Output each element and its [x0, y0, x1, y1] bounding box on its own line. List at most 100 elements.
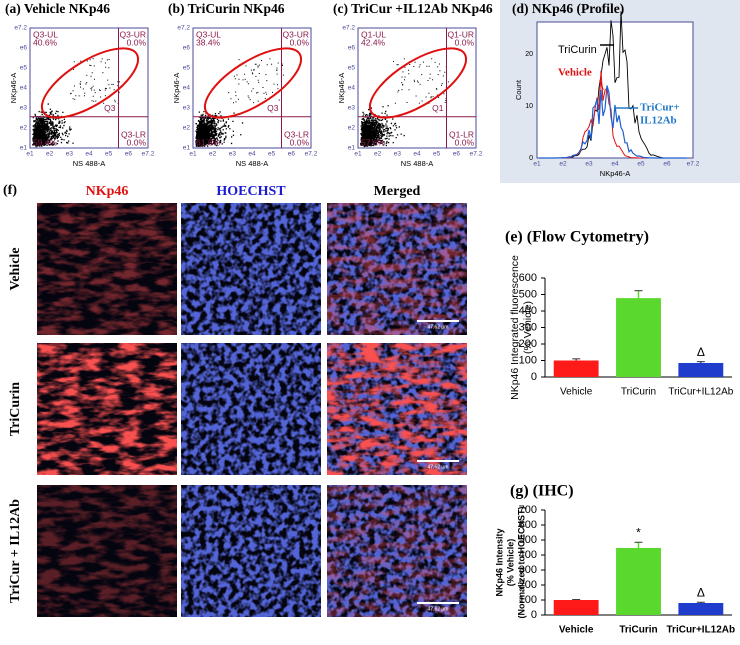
dot-cloud: [32, 58, 121, 148]
gate-ellipse: [203, 47, 303, 119]
x-tick-label: e5: [105, 151, 113, 158]
x-tick-label: e1: [533, 161, 541, 168]
dot-cloud: [360, 58, 449, 148]
x-tick-label: e2: [559, 161, 567, 168]
y-axis-label: NKp46-A: [172, 73, 181, 103]
x-tick-label: e2: [209, 151, 217, 158]
chart-title: (e) (Flow Cytometry): [505, 229, 649, 246]
x-tick-label: e2: [46, 151, 54, 158]
quadrant-label: 0.0%: [290, 37, 310, 47]
y-tick-label: e7.2: [177, 25, 190, 32]
significance-mark: Δ: [697, 345, 705, 359]
y-tick-label: e4: [20, 85, 28, 92]
y-tick-label: 300: [519, 564, 537, 576]
x-tick-label: e6: [663, 161, 671, 168]
quadrant-label: Q3-LR: [121, 129, 146, 139]
panel-label: (f): [3, 183, 17, 198]
gate-ellipse: [40, 47, 140, 119]
quadrant-label: Q3-UR: [283, 29, 309, 39]
y-tick-label: e3: [183, 105, 191, 112]
x-tick-label: e5: [433, 151, 441, 158]
bar: [678, 603, 724, 615]
row-label: Vehicle: [8, 247, 23, 290]
quadrant-label: 57.6%: [361, 137, 386, 147]
y-axis-label: NKp46 Integrated fluorescence: [509, 255, 521, 400]
y-tick-label: e6: [20, 45, 28, 52]
y-tick-label: e7.2: [342, 25, 355, 32]
scale-bar-label: 47.62 µm: [428, 324, 449, 330]
quadrant-label: Q1-UL: [361, 29, 386, 39]
x-axis-label: NS 488-A: [73, 159, 106, 168]
x-tick-label: e1: [189, 151, 197, 158]
y-tick-label: e2: [348, 125, 356, 132]
x-tick-label: Vehicle: [559, 625, 594, 636]
x-tick-label: TriCurin: [621, 387, 656, 398]
row-label: TriCurin: [8, 382, 23, 436]
x-tick-label: e5: [268, 151, 276, 158]
y-tick-label: 200: [519, 338, 537, 350]
quadrant-label: Q3-UR: [120, 29, 146, 39]
scale-bar-label: 47.62 µm: [428, 606, 449, 612]
curve-label: TriCurin: [558, 44, 597, 56]
quadrant-label: 0.0%: [290, 137, 310, 147]
plot-frame: [536, 21, 694, 159]
significance-mark: Δ: [697, 585, 705, 599]
curve-label: Vehicle: [558, 67, 592, 79]
y-tick-label: 500: [519, 288, 537, 300]
gate-ellipse: [368, 47, 468, 119]
x-tick-label: e5: [637, 161, 645, 168]
y-axis-label: NKp46-A: [9, 73, 18, 103]
y-tick-label: e5: [348, 65, 356, 72]
quadrant-label: 59.4%: [33, 137, 58, 147]
y-tick-label: e3: [348, 105, 356, 112]
x-tick-label: TriCur+IL12Ab: [667, 625, 736, 636]
y-tick-label: e1: [183, 145, 191, 152]
nkp46-texture: [327, 203, 467, 335]
x-tick-label: e2: [374, 151, 382, 158]
y-axis-label: (% Vehicle): [522, 301, 534, 354]
scale-bar-label: 47.62 µm: [428, 464, 449, 470]
quadrant-label: Q1-LR: [449, 129, 474, 139]
x-axis-label: NS 488-A: [236, 159, 269, 168]
y-tick-label: 200: [519, 579, 537, 591]
panel-title: (a) Vehicle NKp46: [5, 1, 110, 16]
quadrant-label: 40.6%: [33, 37, 58, 47]
quadrant-label: 0.0%: [455, 37, 475, 47]
x-tick-label: e7.2: [687, 161, 700, 168]
column-header: NKp46: [86, 184, 129, 199]
x-axis-label: NS 488-A: [401, 159, 434, 168]
x-tick-label: e4: [611, 161, 619, 168]
nkp46-texture: [37, 203, 177, 335]
significance-mark: *: [636, 525, 641, 539]
y-tick-label: e5: [183, 65, 191, 72]
nkp46-texture: [37, 485, 177, 617]
quadrant-label: Q3-LR: [284, 129, 309, 139]
x-tick-label: e3: [229, 151, 237, 158]
panel-title: (b) TriCurin NKp46: [168, 1, 285, 16]
y-tick-label: e3: [20, 105, 28, 112]
y-tick-label: 10: [525, 103, 533, 110]
quadrant-label: Q3-UL: [196, 29, 221, 39]
nuclei-texture: [181, 203, 321, 335]
y-tick-label: 500: [519, 534, 537, 546]
x-tick-label: e1: [354, 151, 362, 158]
x-tick-label: TriCur+IL12Ab: [668, 387, 733, 398]
bar: [553, 360, 599, 377]
bar: [616, 298, 661, 377]
quadrant-label: Q3: [267, 103, 279, 113]
y-tick-label: e2: [20, 125, 28, 132]
y-tick-label: e5: [20, 65, 28, 72]
x-tick-label: e4: [248, 151, 256, 158]
y-tick-label: e2: [183, 125, 191, 132]
x-tick-label: e3: [394, 151, 402, 158]
y-tick-label: e6: [348, 45, 356, 52]
x-axis-label: NKp46-A: [600, 169, 630, 178]
y-tick-label: 100: [519, 594, 537, 606]
x-tick-label: e6: [125, 151, 133, 158]
y-tick-label: 400: [519, 549, 537, 561]
x-tick-label: e7.2: [305, 151, 318, 158]
quadrant-label: Q3: [104, 103, 116, 113]
x-tick-label: e7.2: [142, 151, 155, 158]
y-tick-label: 600: [519, 519, 537, 531]
